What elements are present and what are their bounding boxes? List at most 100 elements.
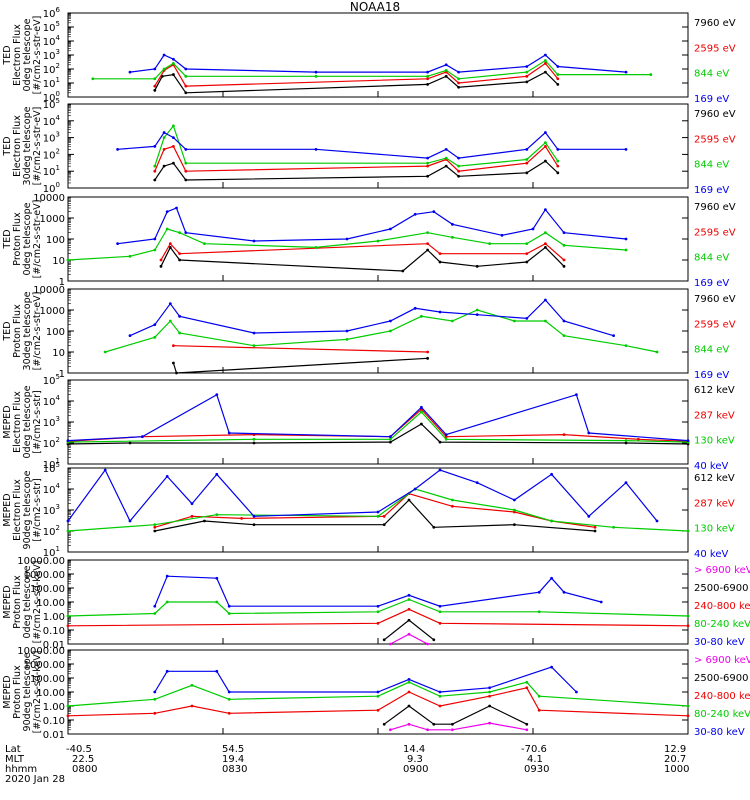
series-6-0 [390,633,428,645]
point-6-1-0 [382,638,386,642]
ylabel-line-4-0: MEPED [2,405,13,438]
ylabel-line-1-2: 30deg telescope [22,106,33,185]
point-6-4-10 [599,600,603,604]
point-5-2-6 [513,508,516,512]
point-1-1-4 [426,164,429,168]
ytick-label-2-2: 100 [46,235,65,246]
point-2-0-5 [438,260,442,264]
point-4-2-2 [389,437,392,441]
legend-6-1: 2500-6900 [694,583,749,594]
point-7-4-9 [575,690,578,694]
point-1-3-7 [444,147,448,151]
point-6-3-9 [686,614,690,618]
ytick-label-7-3: 10.00 [36,688,65,699]
legend-1-2: 844 eV [694,160,729,171]
series-6-1 [383,619,435,641]
series-4-0 [67,423,689,445]
point-0-0-8 [544,70,547,74]
panel-frame-0 [67,12,689,98]
series-2-2 [67,228,627,261]
ytick-label-6-3: 10.00 [36,598,65,609]
point-6-4-0 [153,604,157,608]
point-7-2-8 [525,686,529,690]
point-6-3-7 [438,610,442,614]
point-2-1-1 [168,242,172,246]
ylabel-line-4-1: Electron Flux [12,391,23,453]
series-6-3 [67,598,689,617]
point-6-4-1 [165,574,169,578]
ylabel-line-6-0: MEPED [2,585,13,618]
point-0-1-0 [153,84,157,88]
point-5-3-13 [587,514,591,518]
legend-6-4: 30-80 keV [694,637,745,648]
point-0-3-9 [525,65,529,68]
point-1-1-3 [184,169,188,173]
point-0-3-1 [153,67,157,71]
point-0-3-6 [426,70,429,74]
point-1-2-0 [153,164,157,168]
point-0-1-3 [184,84,188,88]
point-1-1-2 [172,144,175,148]
point-2-1-3 [426,242,429,246]
point-5-2-5 [451,498,454,502]
legend-4-2: 130 keV [694,436,735,447]
point-0-2-11 [556,73,560,76]
legend-0-1: 2595 eV [694,43,736,54]
point-2-3-4 [184,231,188,235]
point-5-2-2 [215,513,219,517]
point-3-2-5 [345,337,349,341]
ytick-label-5-1: 102 [43,524,60,538]
point-7-4-6 [438,690,442,694]
point-2-3-2 [165,210,169,214]
point-2-2-1 [128,254,132,258]
point-6-3-2 [165,600,169,604]
point-0-3-12 [624,70,628,74]
footer-label-hhmm: hhmm [5,764,38,775]
point-0-0-5 [444,74,448,78]
legend-4-1: 287 keV [694,410,735,421]
point-7-2-6 [438,704,442,708]
point-7-2-0 [66,714,70,718]
footer-date: 2020 Jan 28 [5,774,65,785]
point-2-1-7 [562,258,566,262]
point-4-3-3 [227,431,231,435]
point-0-0-6 [457,85,460,89]
point-1-0-0 [153,178,157,182]
point-2-0-2 [178,258,182,262]
chart-title: NOAA18 [349,0,401,14]
point-5-3-5 [215,472,219,476]
legend-0-2: 844 eV [694,69,729,80]
series-3-3 [129,299,614,337]
point-6-2-2 [407,607,411,611]
point-4-3-6 [444,433,448,437]
ytick-label-1-4: 104 [43,114,61,128]
point-1-2-1 [162,136,166,140]
point-7-3-9 [537,694,541,698]
point-3-2-13 [624,344,628,348]
point-5-2-0 [66,529,70,533]
footer-mlt-2: 9.3 [407,754,423,765]
point-0-0-2 [172,73,175,76]
point-1-1-8 [544,144,547,148]
point-0-2-12 [649,73,653,76]
point-5-3-4 [190,502,194,506]
point-0-1-4 [426,77,429,81]
point-6-1-1 [407,618,411,622]
ylabel-line-0-2: 0deg telescope [22,18,33,91]
point-2-3-14 [562,231,566,235]
point-5-0-6 [513,523,516,527]
point-7-1-0 [382,722,386,726]
series-1-1 [154,145,559,172]
series-0-3 [129,54,627,73]
point-0-2-0 [91,77,95,81]
point-5-2-1 [153,523,157,527]
ylabel-3: TED Proton Flux 30deg telescope [#/cm2-s-st… [2,291,43,370]
point-2-2-13 [562,243,566,247]
point-1-2-2 [172,124,175,128]
series-0-0 [154,71,559,94]
legend-5-2: 130 keV [694,524,735,535]
point-1-1-1 [162,147,166,151]
ylabel-line-7-3: [#/cm2-s-sd-keV] [32,651,43,734]
point-1-3-11 [556,147,560,151]
point-7-3-5 [407,680,411,684]
